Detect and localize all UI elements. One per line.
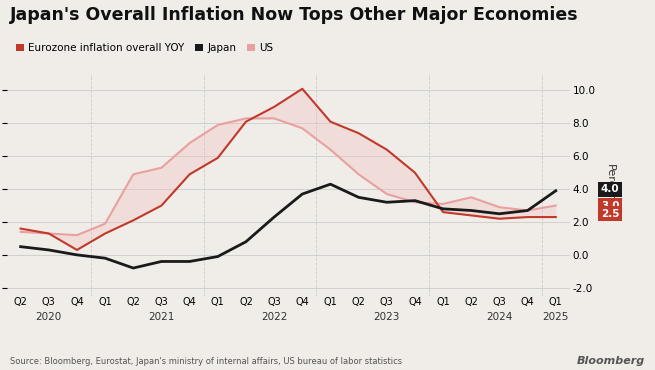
Text: 2020: 2020 (35, 312, 62, 322)
Legend: Eurozone inflation overall YOY, Japan, US: Eurozone inflation overall YOY, Japan, U… (12, 39, 278, 58)
Text: Japan's Overall Inflation Now Tops Other Major Economies: Japan's Overall Inflation Now Tops Other… (10, 6, 578, 24)
Text: 2023: 2023 (373, 312, 400, 322)
Text: Source: Bloomberg, Eurostat, Japan's ministry of internal affairs, US bureau of : Source: Bloomberg, Eurostat, Japan's min… (10, 357, 402, 366)
Text: 2024: 2024 (486, 312, 513, 322)
Text: 2022: 2022 (261, 312, 288, 322)
Text: 4.0: 4.0 (601, 184, 620, 194)
Text: 2021: 2021 (148, 312, 175, 322)
Text: 2025: 2025 (542, 312, 569, 322)
Text: Bloomberg: Bloomberg (577, 356, 645, 366)
Y-axis label: Percent: Percent (605, 164, 615, 206)
Text: 2.5: 2.5 (601, 209, 620, 219)
Text: 3.0: 3.0 (601, 201, 620, 211)
